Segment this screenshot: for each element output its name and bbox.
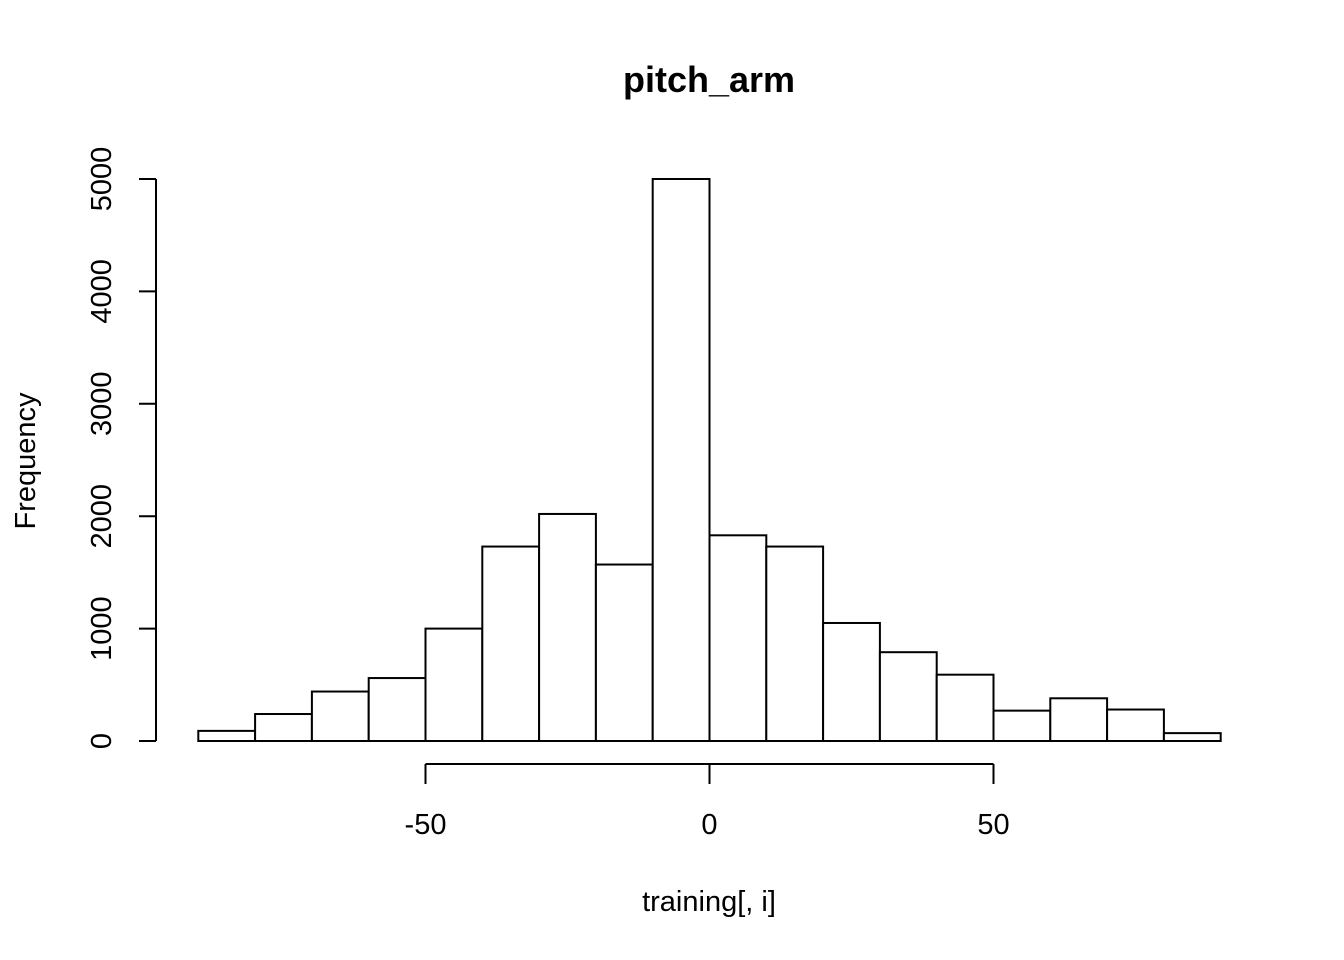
histogram-bar-16 [1106,708,1165,743]
bars-group [197,178,1222,743]
histogram-bar-9 [708,534,768,742]
histogram-bar-14 [992,709,1052,743]
histogram-bar-7 [594,563,654,743]
histogram-bar-6 [538,512,597,743]
x-tick-label: 0 [701,809,717,841]
histogram-bar-4 [424,627,484,742]
y-tick-label: 5000 [86,147,118,212]
histogram-bar-13 [935,673,995,742]
histogram-bar-1 [254,713,313,743]
histogram-bar-3 [367,677,427,742]
histogram-bar-5 [481,545,541,742]
histogram-bar-11 [822,621,881,742]
histogram-bar-2 [310,690,370,742]
y-tick-label: 1000 [86,596,118,661]
y-tick-label: 4000 [86,259,118,324]
x-tick-label: -50 [405,809,447,841]
y-tick-label: 0 [86,733,118,749]
histogram-bar-17 [1162,732,1222,743]
y-axis-label: Frequency [10,392,42,530]
histogram-bar-8 [651,178,711,742]
histogram-bar-12 [878,651,938,743]
x-axis: -50 0 50 [405,763,1010,841]
y-tick-label: 3000 [86,372,118,437]
chart-title: pitch_arm [623,59,795,100]
histogram-bar-0 [197,729,257,743]
x-axis-label: training[, i] [642,886,776,918]
histogram-bar-15 [1049,697,1109,742]
y-tick-label: 2000 [86,484,118,549]
y-axis: 0 1000 2000 3000 4000 5000 [86,147,157,749]
histogram-bar-10 [765,545,825,742]
x-tick-label: 50 [977,809,1009,841]
